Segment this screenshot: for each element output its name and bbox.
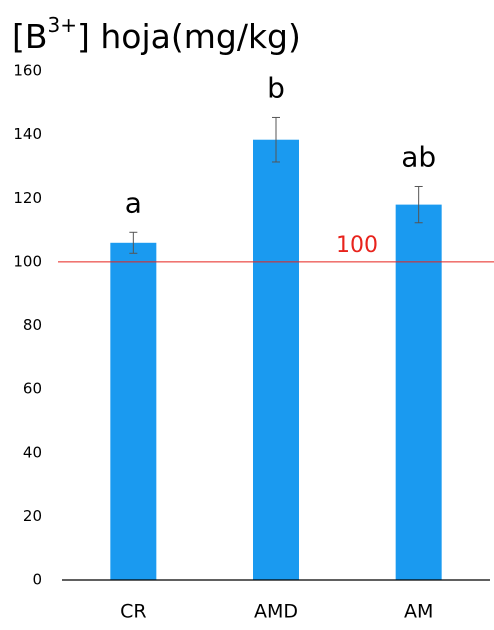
y-tick-label: 0 (32, 571, 42, 589)
y-tick-label: 20 (23, 507, 42, 525)
bar (110, 242, 157, 580)
x-tick-label: CR (120, 601, 146, 623)
y-tick-label: 100 (13, 252, 42, 270)
reference-label: 100 (336, 233, 378, 258)
title-text: [B (12, 17, 48, 56)
title-superscript: 3+ (48, 13, 77, 37)
bar (253, 139, 299, 580)
error-bar (129, 231, 138, 254)
significance-letter: a (125, 186, 142, 219)
title-text: ] hoja(mg/kg) (77, 17, 301, 56)
x-tick-label: AMD (254, 601, 298, 623)
y-tick-label: 40 (23, 443, 42, 461)
significance-letter: b (267, 71, 285, 104)
y-tick-label: 140 (13, 125, 42, 143)
error-bar (272, 116, 280, 163)
x-tick-label: AM (404, 601, 433, 623)
y-tick-label: 80 (23, 316, 42, 334)
significance-letter: ab (401, 140, 436, 173)
bar (395, 204, 442, 581)
y-tick-label: 120 (13, 189, 42, 207)
y-tick-label: 160 (13, 62, 42, 80)
y-tick-label: 60 (23, 380, 42, 398)
chart-title: [B3+] hoja(mg/kg) (12, 13, 301, 56)
error-bar (414, 185, 423, 224)
